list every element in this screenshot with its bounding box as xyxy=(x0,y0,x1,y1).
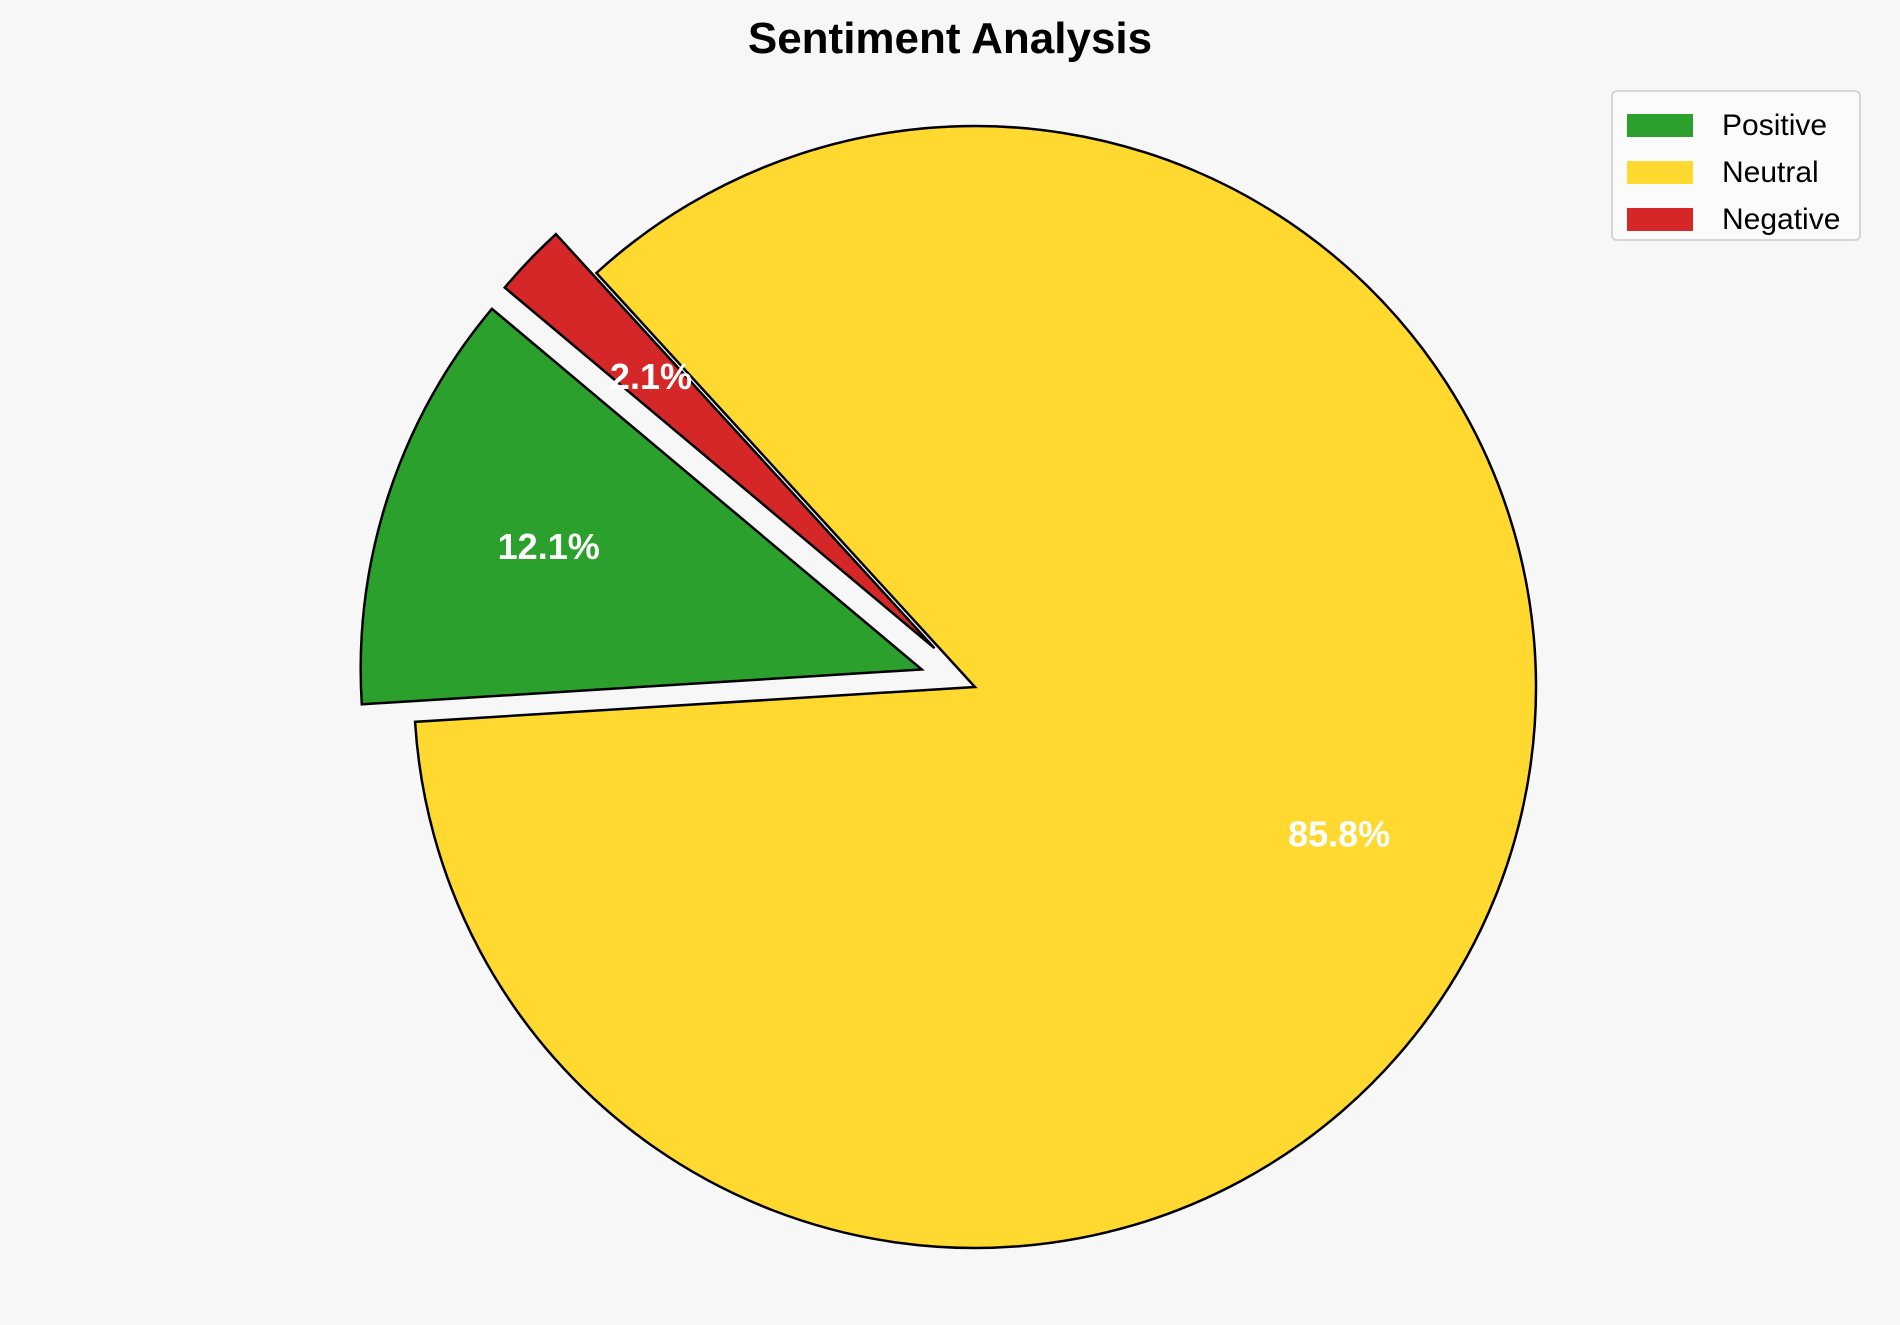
chart-title: Sentiment Analysis xyxy=(747,14,1153,63)
pie-slice-positive xyxy=(359,307,925,706)
pie-slice-neutral xyxy=(413,124,1538,1250)
legend-label: Neutral xyxy=(1722,155,1819,189)
legend-label: Negative xyxy=(1722,202,1841,236)
pie-slice-negative xyxy=(502,232,936,650)
legend-swatch xyxy=(1627,208,1693,231)
legend-item-positive: Positive xyxy=(1627,102,1859,149)
pie-label-negative: 2.1% xyxy=(610,356,692,397)
legend-item-negative: Negative xyxy=(1627,196,1859,243)
pie-label-positive: 12.1% xyxy=(498,526,600,567)
legend-swatch xyxy=(1627,114,1693,137)
pie-label-neutral: 85.8% xyxy=(1288,814,1390,855)
legend-item-neutral: Neutral xyxy=(1627,149,1859,196)
legend-label: Positive xyxy=(1722,108,1828,142)
legend: Positive Neutral Negative xyxy=(1611,90,1861,241)
legend-swatch xyxy=(1627,161,1693,184)
